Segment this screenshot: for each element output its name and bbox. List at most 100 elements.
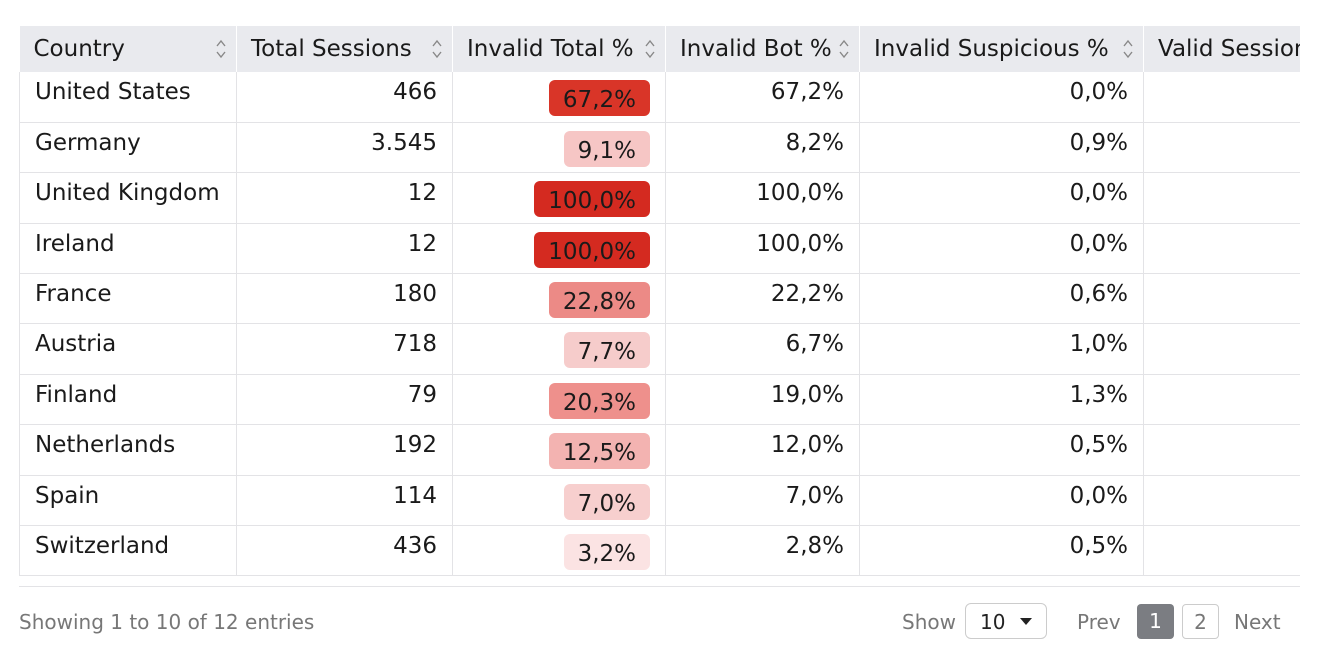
next-button[interactable]: Next — [1234, 610, 1281, 634]
table-cell: 22,2% — [665, 273, 860, 325]
sort-icon — [1123, 39, 1133, 59]
column-header[interactable]: Country — [19, 26, 237, 72]
cell-value: 0,0% — [1069, 230, 1128, 257]
table-cell: Spain — [19, 475, 237, 527]
table-cell: 6,7% — [665, 323, 860, 375]
cell-value: 466 — [393, 79, 437, 105]
column-header[interactable]: Invalid Bot % — [665, 26, 860, 72]
country-name: Austria — [35, 331, 117, 358]
page-button[interactable]: 2 — [1182, 604, 1219, 639]
table-row: France 180 22,8% 22,2% 0,6% 77,2% — [19, 273, 1300, 325]
table-cell: 22,8% — [452, 273, 666, 325]
cell-value: 3.545 — [371, 129, 437, 156]
table-cell: 77,2% — [1143, 273, 1300, 325]
cell-value: 192 — [393, 432, 437, 459]
column-header[interactable]: Total Sessions — [236, 26, 453, 72]
dropdown-caret — [1020, 618, 1032, 625]
data-table: Country Total Sessions Invalid Total % Inva… — [19, 26, 1300, 577]
table-cell: 87,5% — [1143, 424, 1300, 476]
table-cell: United States — [19, 72, 237, 123]
table-cell: 7,7% — [452, 323, 666, 375]
table-row: Ireland 12 100,0% 100,0% 0,0% 0,0% — [19, 223, 1300, 275]
table-cell: 180 — [236, 273, 453, 325]
table-cell: 2,8% — [665, 525, 860, 577]
table-cell: 0,0% — [1143, 172, 1300, 224]
invalid-badge: 22,8% — [548, 282, 650, 319]
cell-value: 0,0% — [1069, 79, 1128, 105]
table-row: Switzerland 436 3,2% 2,8% 0,5% 96,8% — [19, 525, 1300, 577]
invalid-badge: 7,0% — [563, 483, 650, 520]
prev-button[interactable]: Prev — [1077, 610, 1121, 634]
table-cell: 1,0% — [859, 323, 1144, 375]
page-button-active[interactable]: 1 — [1137, 604, 1174, 639]
cell-value: 0,5% — [1069, 533, 1128, 560]
country-name: Finland — [35, 381, 118, 408]
table-cell: Finland — [19, 374, 237, 426]
table-cell: 7,0% — [665, 475, 860, 527]
table-cell: 718 — [236, 323, 453, 375]
cell-value: 12 — [407, 230, 437, 257]
cell-value: 0,0% — [1069, 482, 1128, 509]
table-cell: 436 — [236, 525, 453, 577]
header-row: Country Total Sessions Invalid Total % Inva… — [19, 26, 1300, 72]
table-cell: 7,0% — [452, 475, 666, 527]
page-size-select[interactable]: 10 — [965, 603, 1047, 639]
cell-value: 100,0% — [756, 230, 844, 257]
table-cell: Austria — [19, 323, 237, 375]
cell-value: 22,2% — [770, 281, 844, 308]
invalid-badge: 100,0% — [534, 181, 650, 218]
show-label: Show — [902, 610, 956, 634]
cell-value: 2,8% — [785, 533, 844, 560]
page-size-value: 10 — [980, 610, 1006, 634]
table-cell: 90,9% — [1143, 122, 1300, 174]
table-cell: 79,7% — [1143, 374, 1300, 426]
table-cell: 100,0% — [452, 223, 666, 275]
invalid-badge: 100,0% — [534, 231, 650, 268]
cell-value: 1,0% — [1069, 331, 1128, 358]
cell-value: 0,5% — [1069, 432, 1128, 459]
table-cell: 466 — [236, 72, 453, 123]
table-cell: 192 — [236, 424, 453, 476]
header-label: Country — [33, 36, 125, 62]
table-cell: 100,0% — [452, 172, 666, 224]
table-row: United Kingdom 12 100,0% 100,0% 0,0% 0,0% — [19, 172, 1300, 224]
table-cell: 19,0% — [665, 374, 860, 426]
table-row: Austria 718 7,7% 6,7% 1,0% 92,3% — [19, 323, 1300, 375]
sort-icon — [432, 39, 442, 59]
sort-icon — [839, 39, 849, 59]
table-container: Country Total Sessions Invalid Total % Inva… — [19, 26, 1300, 587]
cell-value: 180 — [393, 281, 437, 308]
cell-value: 6,7% — [785, 331, 844, 358]
cell-value: 718 — [393, 331, 437, 358]
column-header[interactable]: Valid Sessions % — [1143, 26, 1300, 72]
table-row: United States 466 67,2% 67,2% 0,0% 32,8% — [19, 72, 1300, 123]
country-name: Ireland — [35, 230, 115, 257]
cell-value: 8,2% — [785, 129, 844, 156]
table-row: Finland 79 20,3% 19,0% 1,3% 79,7% — [19, 374, 1300, 426]
column-header[interactable]: Invalid Total % — [452, 26, 666, 72]
table-row: Germany 3.545 9,1% 8,2% 0,9% 90,9% — [19, 122, 1300, 174]
table-cell: 0,5% — [859, 424, 1144, 476]
column-header[interactable]: Invalid Suspicious % — [859, 26, 1144, 72]
sort-icon — [216, 39, 226, 59]
country-name: Netherlands — [35, 432, 176, 459]
table-cell: 0,0% — [859, 223, 1144, 275]
invalid-badge: 7,7% — [563, 332, 650, 369]
cell-value: 436 — [393, 533, 437, 560]
table-cell: 0,0% — [859, 72, 1144, 123]
table-cell: Netherlands — [19, 424, 237, 476]
table-cell: 67,2% — [452, 72, 666, 123]
header-label: Valid Sessions % — [1158, 36, 1300, 62]
table-body: United States46667,2%67,2%0,0%32,8%Germa… — [19, 72, 1300, 577]
invalid-badge: 3,2% — [563, 534, 650, 571]
table-cell: 1,3% — [859, 374, 1144, 426]
header-label: Total Sessions — [251, 36, 412, 62]
header-label: Invalid Bot % — [680, 36, 832, 62]
table-cell: 96,8% — [1143, 525, 1300, 577]
invalid-badge: 12,5% — [548, 433, 650, 470]
table-cell: Ireland — [19, 223, 237, 275]
country-name: United Kingdom — [35, 180, 220, 207]
invalid-badge: 67,2% — [548, 80, 650, 116]
entries-info: Showing 1 to 10 of 12 entries — [19, 610, 315, 634]
